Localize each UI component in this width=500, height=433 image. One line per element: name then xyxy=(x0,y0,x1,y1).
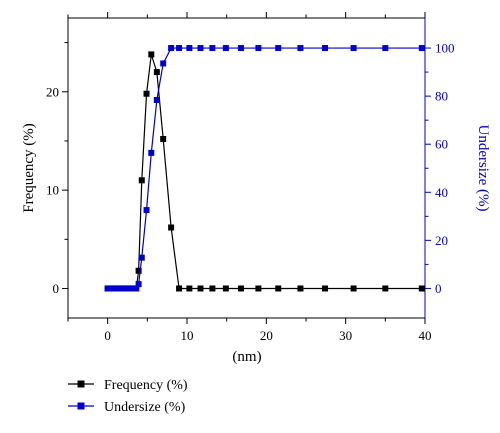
data-point-undersize xyxy=(114,285,121,292)
y-right-tick-label: 40 xyxy=(435,185,448,200)
data-point-undersize xyxy=(176,45,183,52)
y-axis-right: 0 20 40 60 80 100 xyxy=(425,41,455,296)
x-tick-label: 30 xyxy=(339,328,352,343)
data-point-undersize xyxy=(418,45,425,52)
legend-marker-undersize xyxy=(77,402,85,410)
y-axis-left-title: Frequency (%) xyxy=(21,123,37,213)
data-point-frequency xyxy=(297,285,304,292)
legend-entry-frequency: Frequency (%) xyxy=(68,378,188,393)
legend-marker-frequency xyxy=(77,380,85,388)
y-left-tick-label: 10 xyxy=(46,183,59,198)
data-point-frequency xyxy=(350,285,357,292)
y-right-tick-label: 80 xyxy=(435,89,448,104)
data-point-undersize xyxy=(160,60,167,67)
y-left-tick-label: 0 xyxy=(53,281,60,296)
data-point-undersize xyxy=(120,285,127,292)
y-right-tick-label: 60 xyxy=(435,137,448,152)
series-layer xyxy=(104,45,425,292)
series-line-undersize xyxy=(107,47,422,290)
data-point-frequency xyxy=(143,90,150,97)
y-right-tick-label: 100 xyxy=(435,41,455,56)
x-tick-label: 20 xyxy=(260,328,273,343)
series-line-frequency xyxy=(107,54,422,290)
x-tick-label: 10 xyxy=(181,328,194,343)
y-right-tick-label: 0 xyxy=(435,281,442,296)
data-point-frequency xyxy=(237,285,244,292)
data-point-undersize xyxy=(135,281,142,288)
data-point-undersize xyxy=(322,45,329,52)
data-point-undersize xyxy=(111,285,118,292)
data-point-undersize xyxy=(130,285,137,292)
data-point-undersize xyxy=(186,45,193,52)
data-point-frequency xyxy=(209,285,216,292)
data-point-undersize xyxy=(107,285,114,292)
data-point-frequency xyxy=(322,285,329,292)
data-point-undersize xyxy=(123,285,130,292)
data-point-undersize xyxy=(148,149,155,156)
series-frequency xyxy=(104,51,425,292)
data-point-frequency xyxy=(275,285,282,292)
data-point-undersize xyxy=(222,45,229,52)
data-point-undersize xyxy=(255,45,262,52)
data-point-frequency xyxy=(153,69,160,76)
x-tick-label: 0 xyxy=(104,328,111,343)
x-axis: 0 10 20 30 40 xyxy=(67,12,432,343)
data-point-undersize xyxy=(209,45,216,52)
legend: Frequency (%) Undersize (%) xyxy=(68,378,188,415)
legend-label-frequency: Frequency (%) xyxy=(104,378,188,393)
data-point-frequency xyxy=(138,177,145,184)
data-point-undersize xyxy=(104,285,111,292)
data-point-frequency xyxy=(160,135,167,142)
y-axis-right-title: Undersize (%) xyxy=(475,124,491,211)
x-axis-title: (nm) xyxy=(232,349,261,365)
data-point-frequency xyxy=(186,285,193,292)
data-point-undersize xyxy=(297,45,304,52)
data-point-frequency xyxy=(135,267,142,274)
data-point-undersize xyxy=(350,45,357,52)
data-point-frequency xyxy=(382,285,389,292)
data-point-undersize xyxy=(133,285,140,292)
y-left-tick-label: 20 xyxy=(46,84,59,99)
data-point-undersize xyxy=(275,45,282,52)
data-point-undersize xyxy=(168,45,175,52)
y-right-tick-label: 20 xyxy=(435,233,448,248)
x-tick-label: 40 xyxy=(419,328,432,343)
data-point-undersize xyxy=(382,45,389,52)
data-point-frequency xyxy=(222,285,229,292)
legend-label-undersize: Undersize (%) xyxy=(104,400,186,415)
data-point-undersize xyxy=(197,45,204,52)
data-point-frequency xyxy=(197,285,204,292)
plot-frame xyxy=(67,17,426,319)
data-point-undersize xyxy=(126,285,133,292)
data-point-frequency xyxy=(255,285,262,292)
data-point-undersize xyxy=(143,207,150,214)
data-point-frequency xyxy=(168,224,175,231)
data-point-undersize xyxy=(117,285,124,292)
legend-entry-undersize: Undersize (%) xyxy=(68,400,186,415)
y-axis-left: 0 10 20 xyxy=(46,42,68,296)
data-point-frequency xyxy=(148,51,155,58)
series-undersize xyxy=(104,45,425,292)
data-point-undersize xyxy=(237,45,244,52)
data-point-frequency xyxy=(176,285,183,292)
data-point-undersize xyxy=(138,254,145,261)
data-point-undersize xyxy=(153,96,160,103)
data-point-frequency xyxy=(418,285,425,292)
